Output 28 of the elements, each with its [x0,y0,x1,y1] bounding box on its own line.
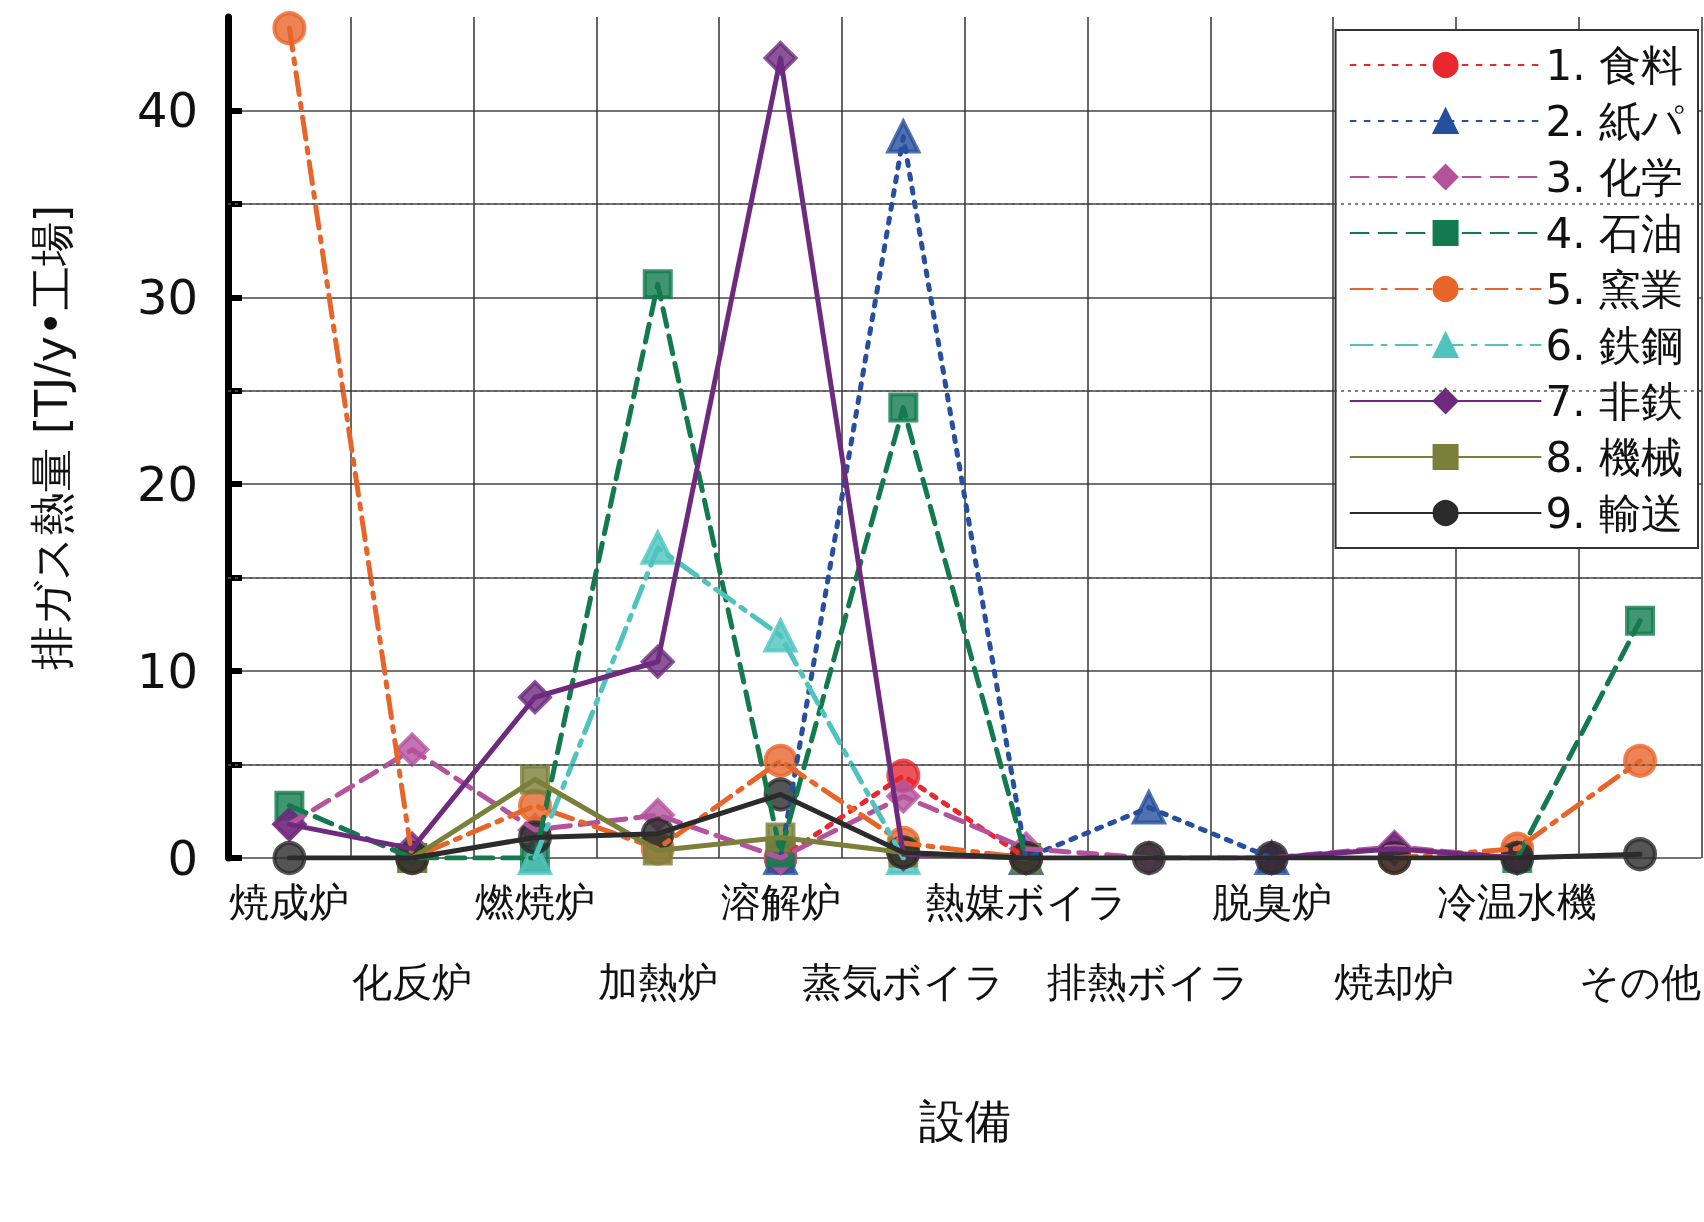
y-axis-title: 排ガス熱量 [TJ/y•工場] [25,205,77,670]
x-tick-label: 冷温水機 [1437,879,1598,925]
x-tick-label: 焼却炉 [1334,959,1455,1005]
y-tick-label: 0 [167,830,198,886]
x-axis-title: 設備 [918,1094,1011,1148]
legend-label: 2. 紙パ [1545,96,1685,146]
legend-label: 5. 窯業 [1545,264,1684,314]
y-tick-label: 20 [136,456,198,513]
y-tick-label: 40 [136,82,198,139]
x-tick-label: 燃焼炉 [474,879,595,925]
y-tick-label: 10 [136,643,198,700]
x-tick-label: その他 [1579,959,1702,1005]
y-tick-label: 30 [136,269,198,326]
x-tick-label: 焼成炉 [229,879,350,925]
x-tick-label: 蒸気ボイラ [801,959,1005,1005]
legend-label: 6. 鉄鋼 [1545,320,1684,370]
x-tick-label: 化反炉 [352,959,473,1005]
legend-label: 3. 化学 [1545,152,1684,202]
x-tick-label: 脱臭炉 [1211,879,1332,925]
legend-label: 7. 非鉄 [1545,376,1684,426]
legend-label: 9. 輸送 [1545,488,1684,538]
x-tick-label: 溶解炉 [720,879,841,925]
legend-label: 1. 食料 [1545,40,1684,90]
x-tick-label: 熱媒ボイラ [924,879,1128,925]
legend-label: 8. 機械 [1545,432,1684,482]
legend-label: 4. 石油 [1545,208,1684,258]
x-tick-label: 加熱炉 [597,959,718,1005]
x-tick-label: 排熱ボイラ [1047,959,1251,1005]
